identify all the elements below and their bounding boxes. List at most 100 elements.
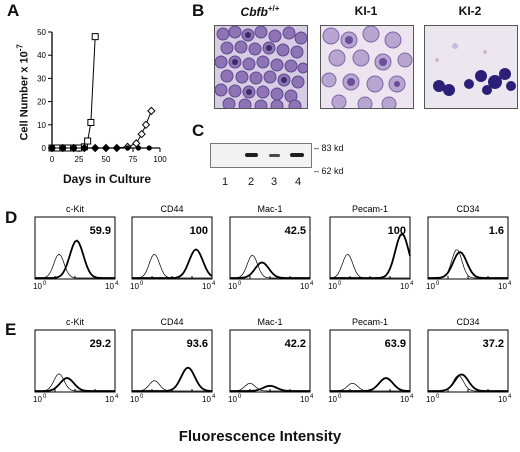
histogram-marker-name: CD34 <box>456 204 479 214</box>
y-tick-label: 0 <box>42 144 47 153</box>
y-tick-label: 30 <box>37 74 46 83</box>
histogram-percentage: 29.2 <box>90 338 111 350</box>
panel-letter-a: A <box>7 1 20 20</box>
growth-chart: 0 25 50 75 100 0 10 20 30 40 50 <box>37 28 167 164</box>
histogram-marker-name: c-Kit <box>66 317 84 327</box>
histogram-axis-max-exp: 4 <box>410 394 414 400</box>
antibody-stain-curve <box>35 239 115 279</box>
histogram-axis-min: 10 <box>426 395 435 404</box>
histogram-frame <box>34 216 116 280</box>
histogram-axis-min-exp: 0 <box>140 281 144 287</box>
histogram-axis-min: 10 <box>130 395 139 404</box>
series-line-square <box>52 36 96 149</box>
cells-wildtype <box>215 26 307 108</box>
antibody-stain-curve <box>132 248 213 279</box>
histogram-axis-max-exp: 4 <box>410 281 414 287</box>
histogram-marker-name: CD44 <box>160 317 183 327</box>
x-tick-label: 100 <box>153 155 167 164</box>
histogram-axis-min: 10 <box>130 282 139 291</box>
histogram-percentage: 59.9 <box>90 225 111 237</box>
data-point-circle <box>135 145 141 151</box>
isotype-control-curve <box>132 380 212 392</box>
band-lane-4 <box>290 153 304 157</box>
x-tick-label: 75 <box>129 155 138 164</box>
y-axis-exponent: -7 <box>15 44 25 52</box>
histogram-axis-min-exp: 0 <box>238 394 242 400</box>
histogram-axis-max: 10 <box>400 282 409 291</box>
x-tick-label: 50 <box>102 155 111 164</box>
histogram-axis-min: 10 <box>33 282 42 291</box>
histogram-axis-max: 10 <box>300 395 309 404</box>
y-tick-label: 20 <box>37 98 46 107</box>
x-axis-label: Days in Culture <box>62 172 152 186</box>
histogram-axis-min: 10 <box>426 282 435 291</box>
histogram-axis-min: 10 <box>328 282 337 291</box>
histogram-axis-max: 10 <box>202 282 211 291</box>
antibody-stain-curve <box>428 373 508 392</box>
histogram-percentage: 42.2 <box>285 338 306 350</box>
data-point-circle <box>71 145 77 151</box>
x-tick-label: 25 <box>75 155 84 164</box>
histogram-marker-name: Pecam-1 <box>352 317 388 327</box>
histogram-axis-min: 10 <box>228 282 237 291</box>
data-point-circle <box>92 145 98 151</box>
data-point-square <box>87 118 95 126</box>
histogram-axis-max: 10 <box>300 282 309 291</box>
histogram-axis-min-exp: 0 <box>238 281 242 287</box>
histogram-axis-max-exp: 4 <box>212 394 216 400</box>
histogram-marker-name: CD34 <box>456 317 479 327</box>
histogram-axis-min: 10 <box>228 395 237 404</box>
y-tick-label: 10 <box>37 121 46 130</box>
histogram-percentage: 37.2 <box>483 338 504 350</box>
histogram-axis-min-exp: 0 <box>436 394 440 400</box>
data-point-circle <box>114 145 120 151</box>
micro-title-3: KI-2 <box>458 4 482 18</box>
histogram-axis-max-exp: 4 <box>508 394 512 400</box>
histogram-axis-max: 10 <box>105 395 114 404</box>
lane-label-2: 2 <box>248 176 255 188</box>
antibody-stain-curve <box>230 384 310 392</box>
micro-title-1-sup: +/+ <box>267 4 280 13</box>
histogram-percentage: 63.9 <box>385 338 406 350</box>
histogram-axis-max-exp: 4 <box>212 281 216 287</box>
histogram-frame <box>229 329 311 393</box>
histogram-axis-min-exp: 0 <box>140 394 144 400</box>
band-lane-2 <box>245 153 258 157</box>
histogram-axis-min-exp: 0 <box>436 281 440 287</box>
micro-title-2: KI-1 <box>354 4 378 18</box>
y-axis-label: Cell Number x 10-7 <box>16 37 31 147</box>
histogram-axis-min: 10 <box>33 395 42 404</box>
histogram-frame <box>131 329 213 393</box>
histogram-axis-max-exp: 4 <box>115 394 119 400</box>
histogram-axis-min-exp: 0 <box>338 281 342 287</box>
antibody-stain-curve <box>330 232 411 279</box>
data-point-square <box>91 33 99 41</box>
histogram-axis-min-exp: 0 <box>43 281 47 287</box>
y-tick-label: 50 <box>37 28 46 37</box>
histogram-axis-max: 10 <box>105 282 114 291</box>
data-point-circle <box>60 145 66 151</box>
histogram-percentage: 100 <box>190 225 208 237</box>
histogram-marker-name: Mac-1 <box>257 317 282 327</box>
antibody-stain-curve <box>428 250 508 279</box>
histogram-axis-max-exp: 4 <box>310 281 314 287</box>
histogram-marker-name: Pecam-1 <box>352 204 388 214</box>
lane-label-3: 3 <box>271 176 278 188</box>
antibody-stain-curve <box>35 377 115 392</box>
micrograph-wildtype <box>214 25 308 109</box>
lane-label-4: 4 <box>295 176 302 188</box>
histogram-marker-name: c-Kit <box>66 204 84 214</box>
histogram-axis-min: 10 <box>328 395 337 404</box>
lane-label-1: 1 <box>222 176 229 188</box>
panel-letter-e: E <box>5 320 17 339</box>
panel-letter-d: D <box>5 208 18 227</box>
band-lane-3 <box>269 154 280 157</box>
histogram-frame <box>131 216 213 280</box>
micrograph-ki-2 <box>424 25 518 109</box>
histogram-axis-min-exp: 0 <box>338 394 342 400</box>
micrograph-ki-1 <box>320 25 414 109</box>
histogram-marker-name: Mac-1 <box>257 204 282 214</box>
data-point-diamond <box>137 129 146 139</box>
data-point-diamond <box>147 106 156 116</box>
